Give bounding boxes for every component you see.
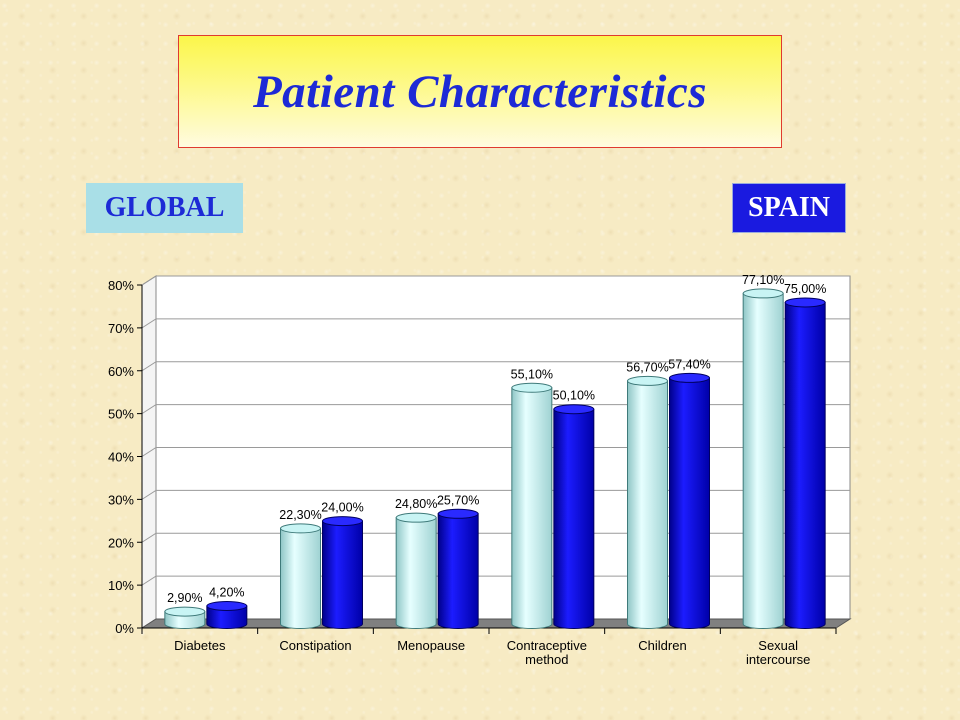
gridline — [141, 447, 850, 457]
bar-top-global-1 — [280, 523, 321, 534]
bar-top-spain-5 — [784, 297, 826, 308]
bar-top-spain-1 — [322, 516, 363, 527]
data-label-spain-3: 50,10% — [553, 389, 595, 403]
bar-top-global-3 — [511, 382, 553, 393]
bar-spain-3 — [553, 408, 595, 629]
bar-global-2 — [395, 517, 437, 629]
bar-global-4 — [627, 380, 668, 629]
category-label: intercourse — [746, 652, 810, 667]
bar-spain-4 — [669, 377, 710, 629]
gridline — [141, 489, 850, 500]
bar-top-spain-2 — [437, 508, 479, 519]
data-label-global-2: 24,80% — [395, 497, 437, 511]
data-label-global-5: 77,10% — [742, 273, 784, 287]
data-label-global-0: 2,90% — [167, 591, 202, 605]
bar-top-global-2 — [395, 512, 437, 523]
category-label: Constipation — [279, 638, 351, 653]
y-tick-label: 30% — [108, 492, 134, 507]
category-label: Contraceptive — [507, 638, 587, 653]
y-tick-label: 60% — [108, 364, 134, 379]
y-tick-label: 20% — [108, 535, 134, 550]
bar-spain-5 — [784, 301, 826, 629]
gridline — [141, 532, 850, 543]
category-label: method — [525, 652, 568, 667]
y-tick-label: 40% — [108, 450, 134, 465]
gridline — [141, 318, 850, 329]
bar-top-spain-0 — [206, 600, 248, 611]
bar-top-global-0 — [164, 606, 206, 617]
gridline — [141, 361, 850, 372]
y-tick-label: 80% — [108, 278, 134, 293]
category-label: Diabetes — [174, 638, 226, 653]
bar-global-3 — [511, 387, 553, 629]
gridline — [141, 575, 850, 586]
data-label-global-1: 22,30% — [279, 508, 321, 522]
category-label: Children — [638, 638, 686, 653]
category-label: Sexual — [758, 638, 798, 653]
page-title: Patient Characteristics — [252, 65, 708, 118]
data-label-spain-4: 57,40% — [668, 357, 710, 371]
data-label-spain-0: 4,20% — [209, 585, 244, 599]
y-tick-label: 0% — [115, 621, 134, 636]
bar-spain-0 — [206, 605, 248, 629]
bar-spain-2 — [437, 513, 479, 629]
title-box: Patient Characteristics — [178, 35, 782, 148]
y-tick-label: 70% — [108, 321, 134, 336]
data-label-global-4: 56,70% — [626, 360, 668, 374]
gridline — [141, 275, 850, 286]
bar-top-spain-4 — [669, 372, 710, 383]
y-tick-label: 50% — [108, 407, 134, 422]
bar-global-5 — [742, 292, 784, 629]
legend-spain: SPAIN — [732, 183, 846, 233]
bar-spain-1 — [322, 520, 363, 629]
bar-global-1 — [280, 527, 321, 629]
data-label-spain-5: 75,00% — [784, 282, 826, 296]
bar-top-spain-3 — [553, 404, 595, 415]
gridline — [141, 404, 850, 415]
category-label: Menopause — [397, 638, 465, 653]
data-label-global-3: 55,10% — [511, 367, 553, 381]
bar-top-global-5 — [742, 288, 784, 299]
data-label-spain-2: 25,70% — [437, 493, 479, 507]
y-tick-label: 10% — [108, 578, 134, 593]
bar-top-global-4 — [627, 375, 668, 386]
data-label-spain-1: 24,00% — [321, 501, 363, 515]
legend-global: GLOBAL — [86, 183, 243, 233]
